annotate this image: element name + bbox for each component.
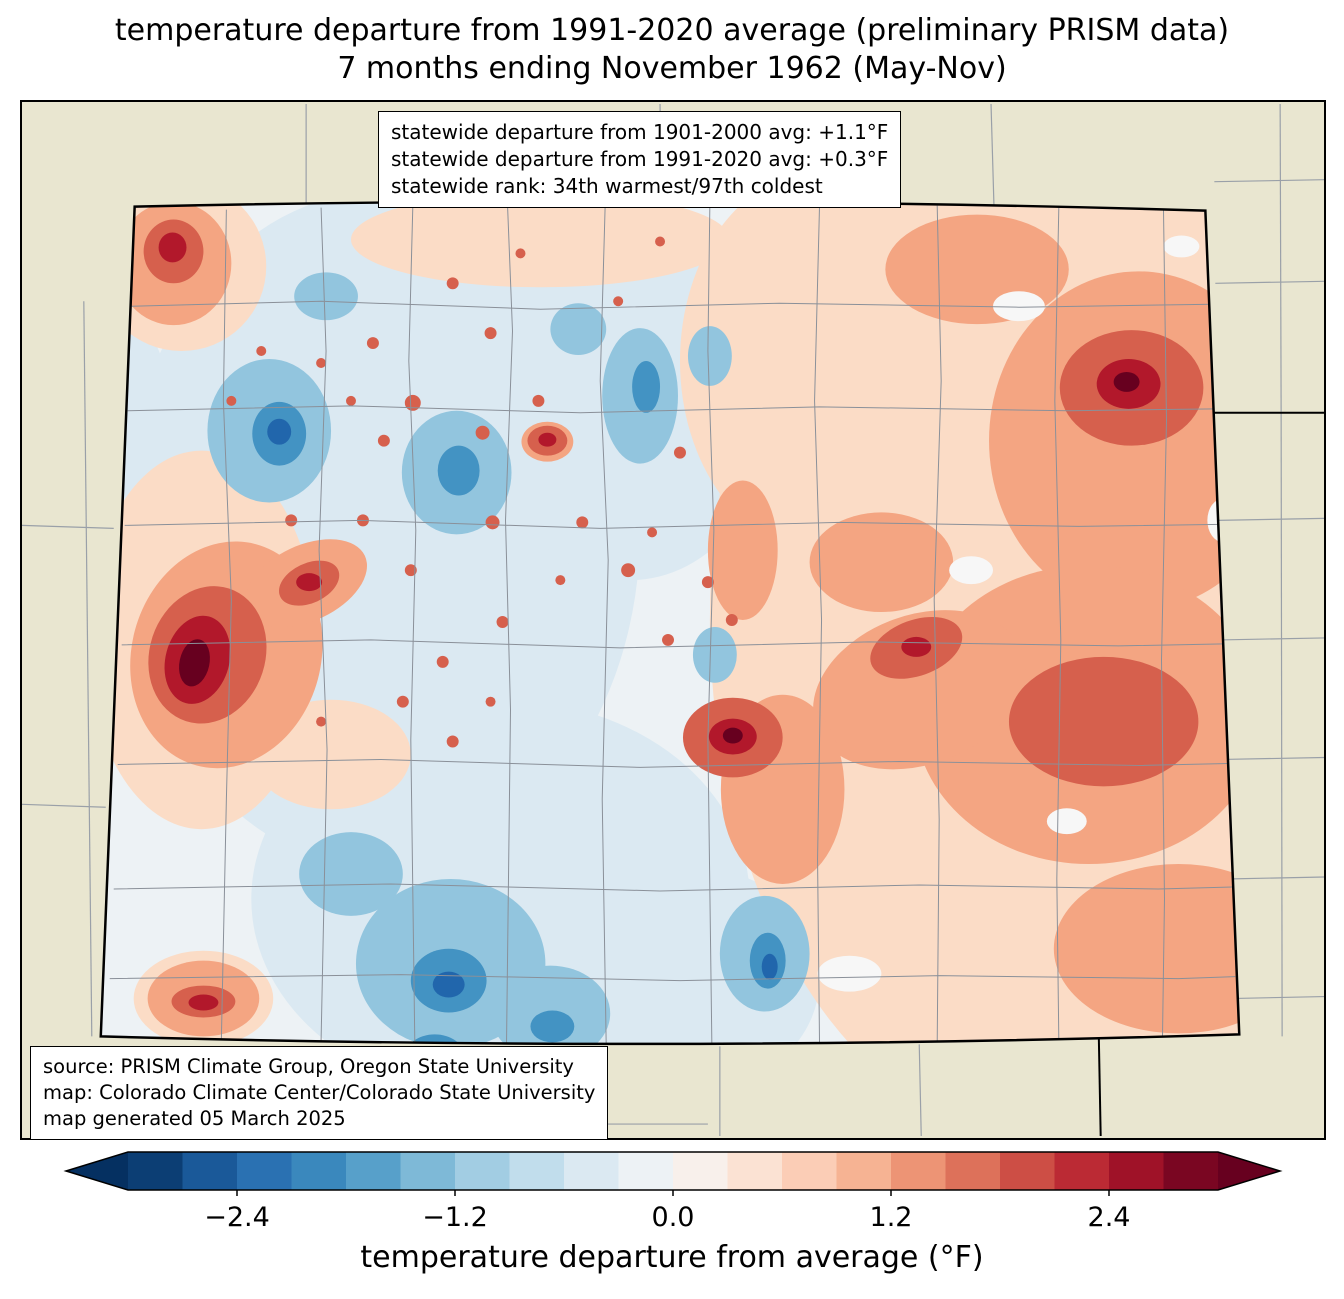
colorbar-segment <box>509 1152 565 1190</box>
colorbar-segment <box>945 1152 1001 1190</box>
title-line-2: 7 months ending November 1962 (May-Nov) <box>337 51 1007 86</box>
warm-speckles <box>226 236 738 748</box>
colorbar-segment <box>1163 1152 1219 1190</box>
colorbar-tick-label: −1.2 <box>422 1202 488 1233</box>
colorbar-right-arrow <box>1218 1152 1280 1190</box>
colorbar-tick-labels: −2.4 −1.2 0.0 1.2 2.4 <box>0 1202 1344 1234</box>
colorbar-segment <box>128 1152 184 1190</box>
colorbar-segment <box>727 1152 783 1190</box>
colorado-anomaly-map <box>22 102 1324 1138</box>
colorbar-outline <box>63 1151 1283 1191</box>
source-line-1: source: PRISM Climate Group, Oregon Stat… <box>43 1055 574 1078</box>
colorbar-segment <box>1109 1152 1165 1190</box>
colorbar-axis-label: temperature departure from average (°F) <box>360 1240 984 1275</box>
cool-band-3 <box>267 418 778 998</box>
colorbar-tick-label: 2.4 <box>1087 1202 1131 1233</box>
colorbar-tick-label: 1.2 <box>869 1202 913 1233</box>
colorbar-segment <box>836 1152 892 1190</box>
colorbar-segment <box>673 1152 729 1190</box>
colorbar-segment <box>782 1152 838 1190</box>
stats-line-1: statewide departure from 1901-2000 avg: … <box>391 120 889 144</box>
title-line-1: temperature departure from 1991-2020 ave… <box>114 13 1230 48</box>
colorbar-tick-label: −2.4 <box>204 1202 270 1233</box>
colorbar-segment <box>1000 1152 1056 1190</box>
colorbar-segment <box>291 1152 347 1190</box>
colorbar-segment <box>455 1152 511 1190</box>
warm-band-4 <box>179 371 1140 744</box>
colorbar-segment <box>237 1152 293 1190</box>
source-attribution-box: source: PRISM Climate Group, Oregon Stat… <box>30 1046 609 1140</box>
colorbar-segment <box>346 1152 402 1190</box>
colorbar-segment <box>891 1152 947 1190</box>
colorbar-segment <box>618 1152 674 1190</box>
neighbor-state-borders <box>1097 411 1324 1137</box>
source-line-2: map: Colorado Climate Center/Colorado St… <box>43 1081 596 1104</box>
colorbar-segment <box>182 1152 238 1190</box>
colorbar-segment <box>1054 1152 1110 1190</box>
colorbar-segment <box>564 1152 620 1190</box>
statewide-stats-box: statewide departure from 1901-2000 avg: … <box>378 111 902 208</box>
stats-line-2: statewide departure from 1991-2020 avg: … <box>391 147 889 171</box>
figure-title: temperature departure from 1991-2020 ave… <box>0 12 1344 88</box>
stats-line-3: statewide rank: 34th warmest/97th coldes… <box>391 174 823 198</box>
county-borders <box>109 202 1236 1044</box>
colorbar-left-arrow <box>66 1152 128 1190</box>
source-line-3: map generated 05 March 2025 <box>43 1107 346 1130</box>
map-axes <box>20 100 1326 1140</box>
colorbar <box>63 1151 1283 1196</box>
colorbar-tick-label: 0.0 <box>651 1202 695 1233</box>
colorbar-segment <box>400 1152 456 1190</box>
anomaly-field <box>100 201 1240 1044</box>
